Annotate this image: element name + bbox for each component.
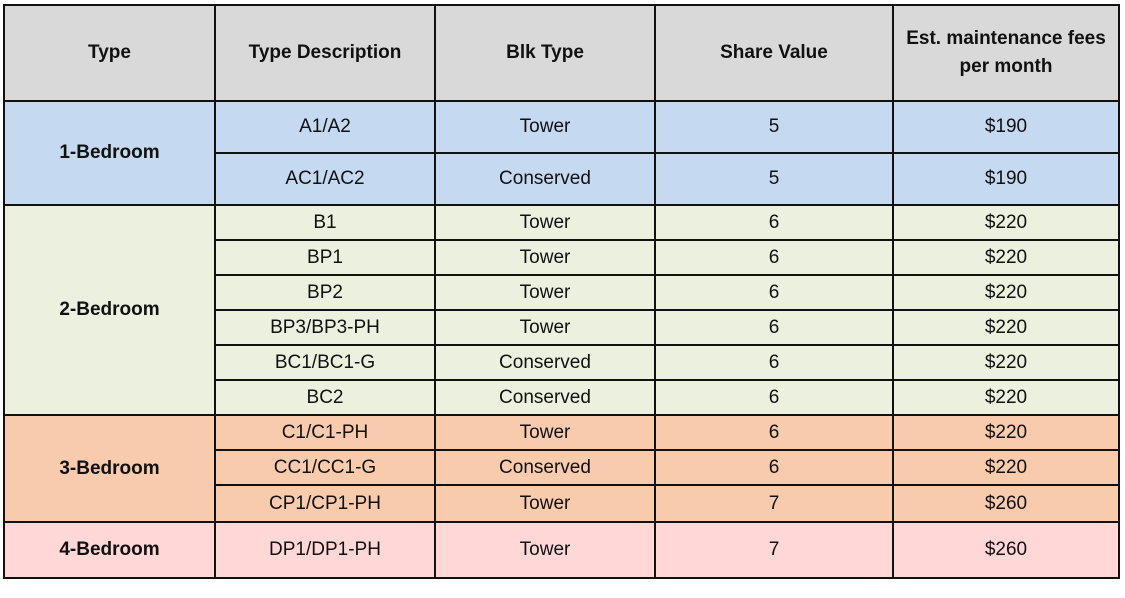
table-row: CC1/CC1-G Conserved 6 $220 <box>4 449 1120 486</box>
type-description-cell: BP1 <box>214 239 436 276</box>
type-description-cell: CP1/CP1-PH <box>214 484 436 523</box>
share-value-cell: 6 <box>654 379 894 416</box>
blk-type-cell: Conserved <box>434 344 656 381</box>
share-value-cell: 6 <box>654 239 894 276</box>
blk-type-cell: Tower <box>434 521 656 579</box>
type-description-cell: BC1/BC1-G <box>214 344 436 381</box>
table-row: 2-Bedroom B1 Tower 6 $220 <box>3 204 1120 416</box>
type-cell-1-bedroom: 1-Bedroom <box>3 100 216 206</box>
blk-type-cell: Tower <box>434 204 656 241</box>
share-value-cell: 7 <box>654 521 894 579</box>
type-cell-2-bedroom: 2-Bedroom <box>3 204 216 416</box>
header-type: Type <box>3 4 216 102</box>
table-row: BP2 Tower 6 $220 <box>4 274 1120 311</box>
fee-cell: $220 <box>892 309 1120 346</box>
type-description-cell: DP1/DP1-PH <box>214 521 436 579</box>
fee-cell: $190 <box>892 100 1120 154</box>
fee-cell: $220 <box>892 449 1120 486</box>
header-type-description: Type Description <box>214 4 436 102</box>
table-row: 3-Bedroom C1/C1-PH Tower 6 $220 <box>3 414 1120 523</box>
blk-type-cell: Tower <box>434 274 656 311</box>
table-row: 1-Bedroom A1/A2 Tower 5 $190 <box>3 100 1120 206</box>
share-value-cell: 6 <box>654 414 894 451</box>
type-description-cell: AC1/AC2 <box>214 152 436 206</box>
table-row: BC1/BC1-G Conserved 6 $220 <box>4 344 1120 381</box>
header-row: Type Type Description Blk Type Share Val… <box>3 4 1120 102</box>
header-maintenance-fees: Est. maintenance fees per month <box>892 4 1120 102</box>
share-value-cell: 6 <box>654 204 894 241</box>
blk-type-cell: Tower <box>434 100 656 154</box>
fee-cell: $260 <box>892 521 1120 579</box>
type-description-cell: BP2 <box>214 274 436 311</box>
share-value-cell: 5 <box>654 152 894 206</box>
blk-type-cell: Conserved <box>434 449 656 486</box>
table-row: AC1/AC2 Conserved 5 $190 <box>4 152 1120 206</box>
blk-type-cell: Tower <box>434 414 656 451</box>
table-row: BP3/BP3-PH Tower 6 $220 <box>4 309 1120 346</box>
type-description-cell: BC2 <box>214 379 436 416</box>
share-value-cell: 6 <box>654 274 894 311</box>
share-value-cell: 6 <box>654 309 894 346</box>
type-description-cell: A1/A2 <box>214 100 436 154</box>
table-row: BP1 Tower 6 $220 <box>4 239 1120 276</box>
share-value-cell: 7 <box>654 484 894 523</box>
blk-type-cell: Conserved <box>434 379 656 416</box>
blk-type-cell: Tower <box>434 309 656 346</box>
table-row: 4-Bedroom DP1/DP1-PH Tower 7 $260 <box>3 521 1120 579</box>
share-value-cell: 6 <box>654 344 894 381</box>
fee-cell: $220 <box>892 379 1120 416</box>
fee-cell: $220 <box>892 414 1120 451</box>
fee-cell: $190 <box>892 152 1120 206</box>
type-description-cell: CC1/CC1-G <box>214 449 436 486</box>
fee-cell: $220 <box>892 274 1120 311</box>
table-row: BC2 Conserved 6 $220 <box>4 379 1120 416</box>
type-description-cell: C1/C1-PH <box>214 414 436 451</box>
type-cell-4-bedroom: 4-Bedroom <box>3 521 216 579</box>
type-description-cell: BP3/BP3-PH <box>214 309 436 346</box>
blk-type-cell: Tower <box>434 484 656 523</box>
header-share-value: Share Value <box>654 4 894 102</box>
type-cell-3-bedroom: 3-Bedroom <box>3 414 216 523</box>
fee-cell: $260 <box>892 484 1120 523</box>
table-row: CP1/CP1-PH Tower 7 $260 <box>4 484 1120 523</box>
maintenance-fee-table: Type Type Description Blk Type Share Val… <box>3 4 1120 579</box>
blk-type-cell: Tower <box>434 239 656 276</box>
share-value-cell: 6 <box>654 449 894 486</box>
fee-cell: $220 <box>892 344 1120 381</box>
type-description-cell: B1 <box>214 204 436 241</box>
fee-cell: $220 <box>892 239 1120 276</box>
fee-cell: $220 <box>892 204 1120 241</box>
header-blk-type: Blk Type <box>434 4 656 102</box>
blk-type-cell: Conserved <box>434 152 656 206</box>
share-value-cell: 5 <box>654 100 894 154</box>
